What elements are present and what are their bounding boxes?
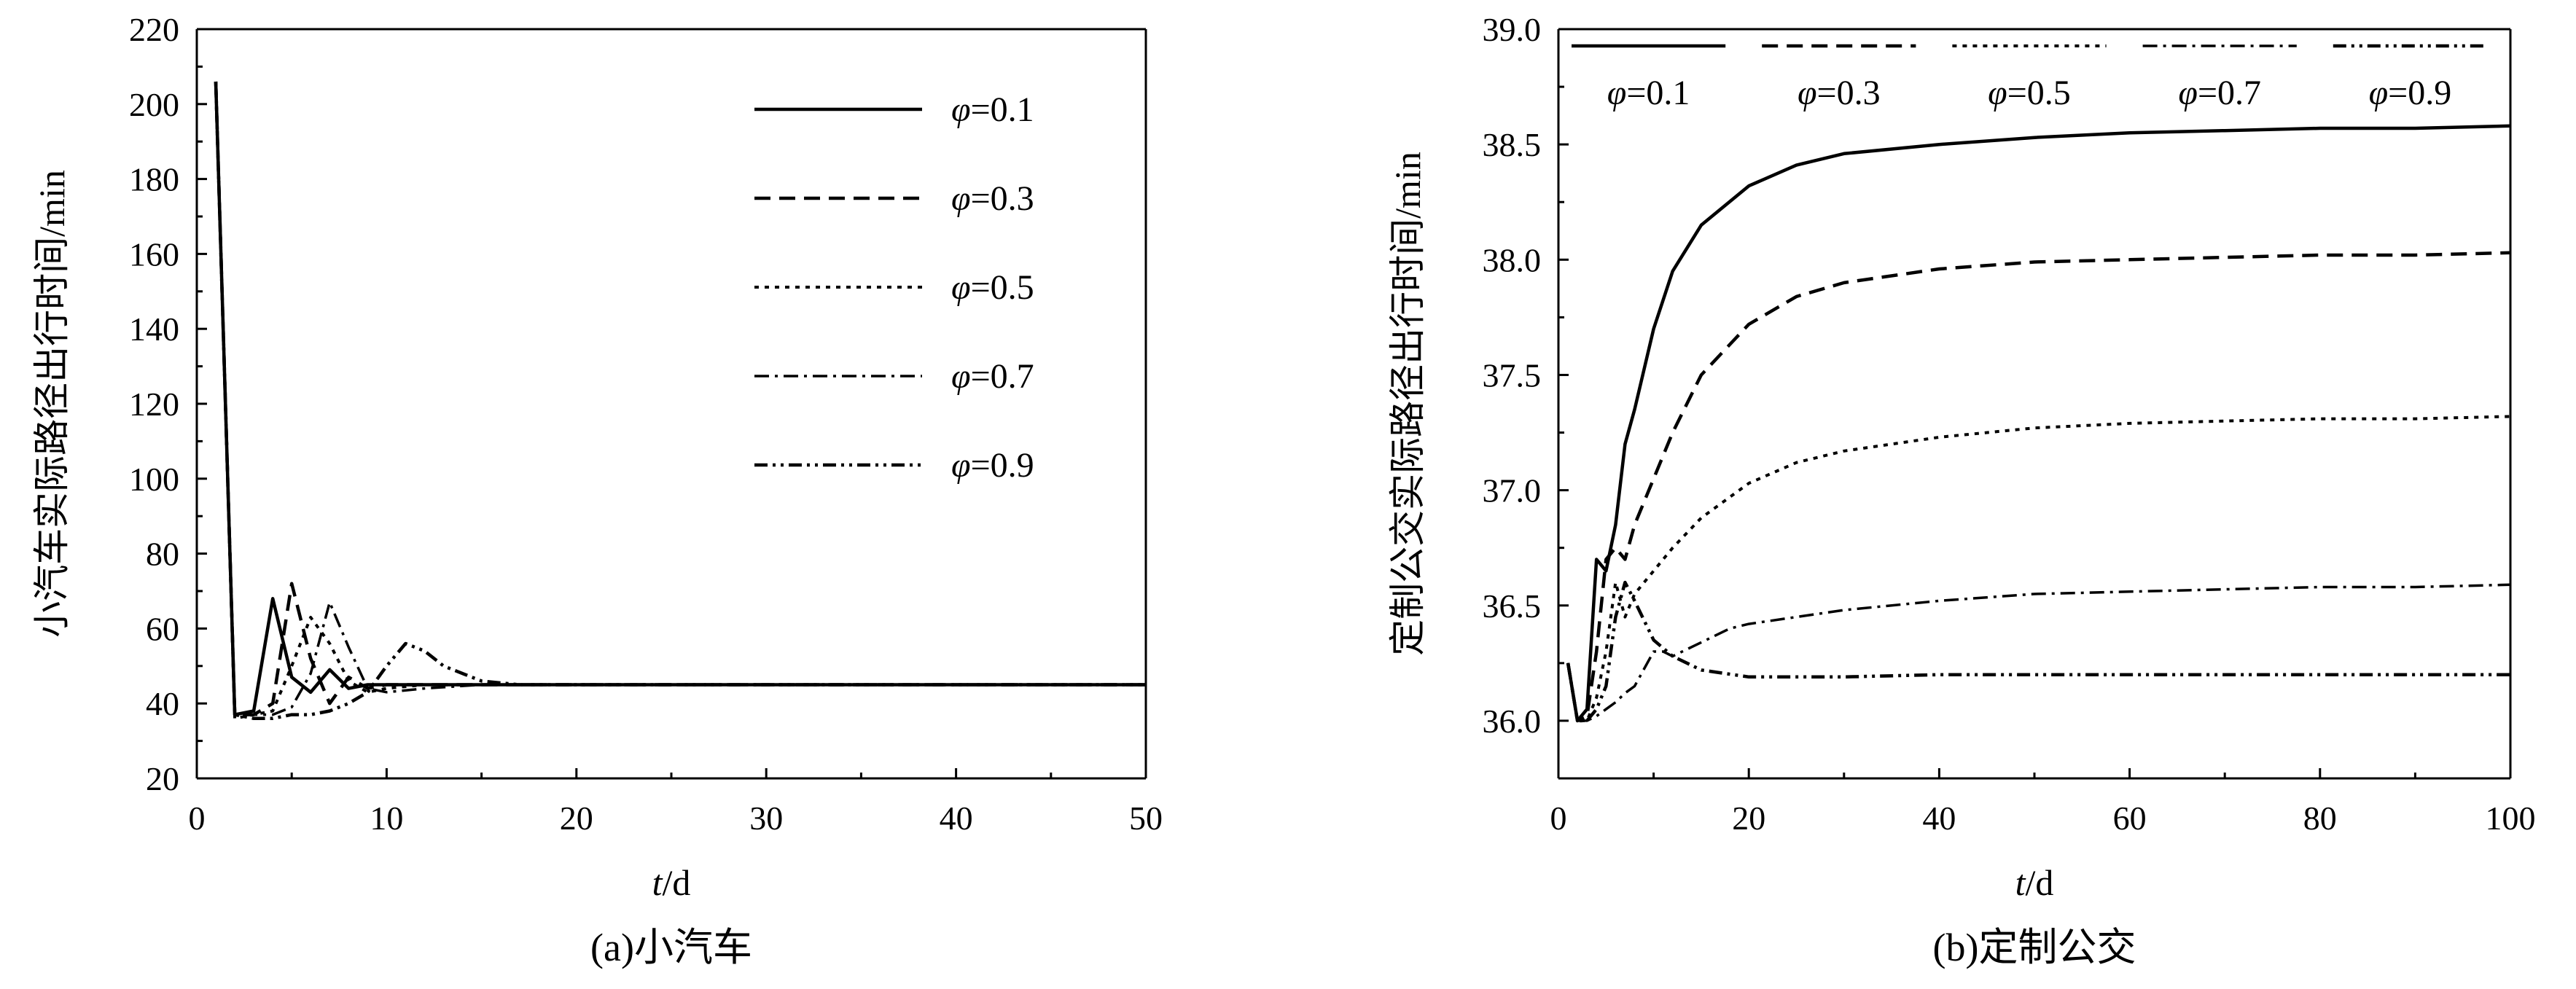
x-tick-label: 0	[1550, 800, 1567, 837]
legend-label: φ=0.5	[1988, 74, 2071, 112]
x-tick-label: 40	[1922, 800, 1956, 837]
series-line-dashed	[214, 81, 1146, 716]
series-line-solid	[1566, 124, 2511, 723]
panel-caption: (b)定制公交	[1933, 926, 2136, 969]
y-axis-title: 定制公交实际路径出行时间/min	[1387, 152, 1428, 656]
y-tick-label: 140	[129, 310, 179, 348]
y-tick-label: 37.0	[1483, 472, 1542, 509]
x-tick-label: 60	[2113, 800, 2147, 837]
y-tick-label: 120	[129, 386, 179, 423]
x-tick-label: 30	[749, 800, 783, 837]
legend-label: φ=0.1	[1607, 74, 1690, 112]
x-tick-label: 20	[560, 800, 593, 837]
series-line-dashdotdot	[1566, 580, 2510, 723]
y-tick-label: 220	[129, 11, 179, 48]
legend-label: φ=0.3	[1798, 74, 1881, 112]
y-tick-label: 20	[146, 760, 179, 797]
series-line-solid	[214, 81, 1146, 716]
x-tick-label: 0	[189, 800, 206, 837]
y-tick-label: 160	[129, 235, 179, 273]
x-tick-label: 20	[1732, 800, 1765, 837]
legend-label: φ=0.9	[951, 446, 1034, 485]
y-tick-label: 200	[129, 86, 179, 123]
series-line-dashdotdot	[214, 81, 1146, 721]
legend-label: φ=0.5	[951, 268, 1034, 307]
panel-b-custom-bus: 0 20 40 60 80 100 36.0 36.5 37.0 37.5 38.0 38.5 39.0…	[1387, 11, 2536, 969]
y-axis-title: 小汽车实际路径出行时间/min	[31, 170, 72, 638]
y-tick-label: 38.5	[1483, 126, 1542, 163]
series-line-dashdot	[1566, 583, 2511, 722]
legend-label: φ=0.7	[951, 357, 1034, 396]
y-tick-label: 40	[146, 685, 179, 722]
x-tick-label: 10	[370, 800, 403, 837]
y-tick-label: 36.0	[1483, 703, 1542, 740]
series-line-dashed	[1566, 251, 2511, 723]
y-tick-label: 38.0	[1483, 241, 1542, 278]
y-tick-label: 180	[129, 161, 179, 198]
series-line-dotted	[214, 81, 1146, 720]
legend-label: φ=0.3	[951, 179, 1034, 218]
x-axis-title: t/d	[2015, 862, 2054, 903]
x-tick-label: 100	[2486, 800, 2536, 837]
y-tick-label: 37.5	[1483, 356, 1542, 394]
panel-a-car: 0 10 20 30 40 50 20 40 60 80 100 120 140 160 180 200 220…	[31, 11, 1163, 969]
y-tick-label: 100	[129, 461, 179, 498]
x-tick-label: 80	[2303, 800, 2337, 837]
x-tick-label: 40	[940, 800, 973, 837]
y-tick-label: 80	[146, 536, 179, 573]
y-tick-label: 60	[146, 610, 179, 647]
legend-label: φ=0.9	[2369, 74, 2452, 112]
panel-caption: (a)小汽车	[590, 926, 752, 969]
series-line-dashdot	[214, 81, 1146, 716]
y-tick-label: 36.5	[1483, 587, 1542, 625]
x-tick-label: 50	[1129, 800, 1163, 837]
y-tick-label: 39.0	[1483, 11, 1542, 48]
legend-label: φ=0.1	[951, 90, 1034, 129]
x-axis-title: t/d	[652, 862, 691, 903]
legend-label: φ=0.7	[2178, 74, 2261, 112]
